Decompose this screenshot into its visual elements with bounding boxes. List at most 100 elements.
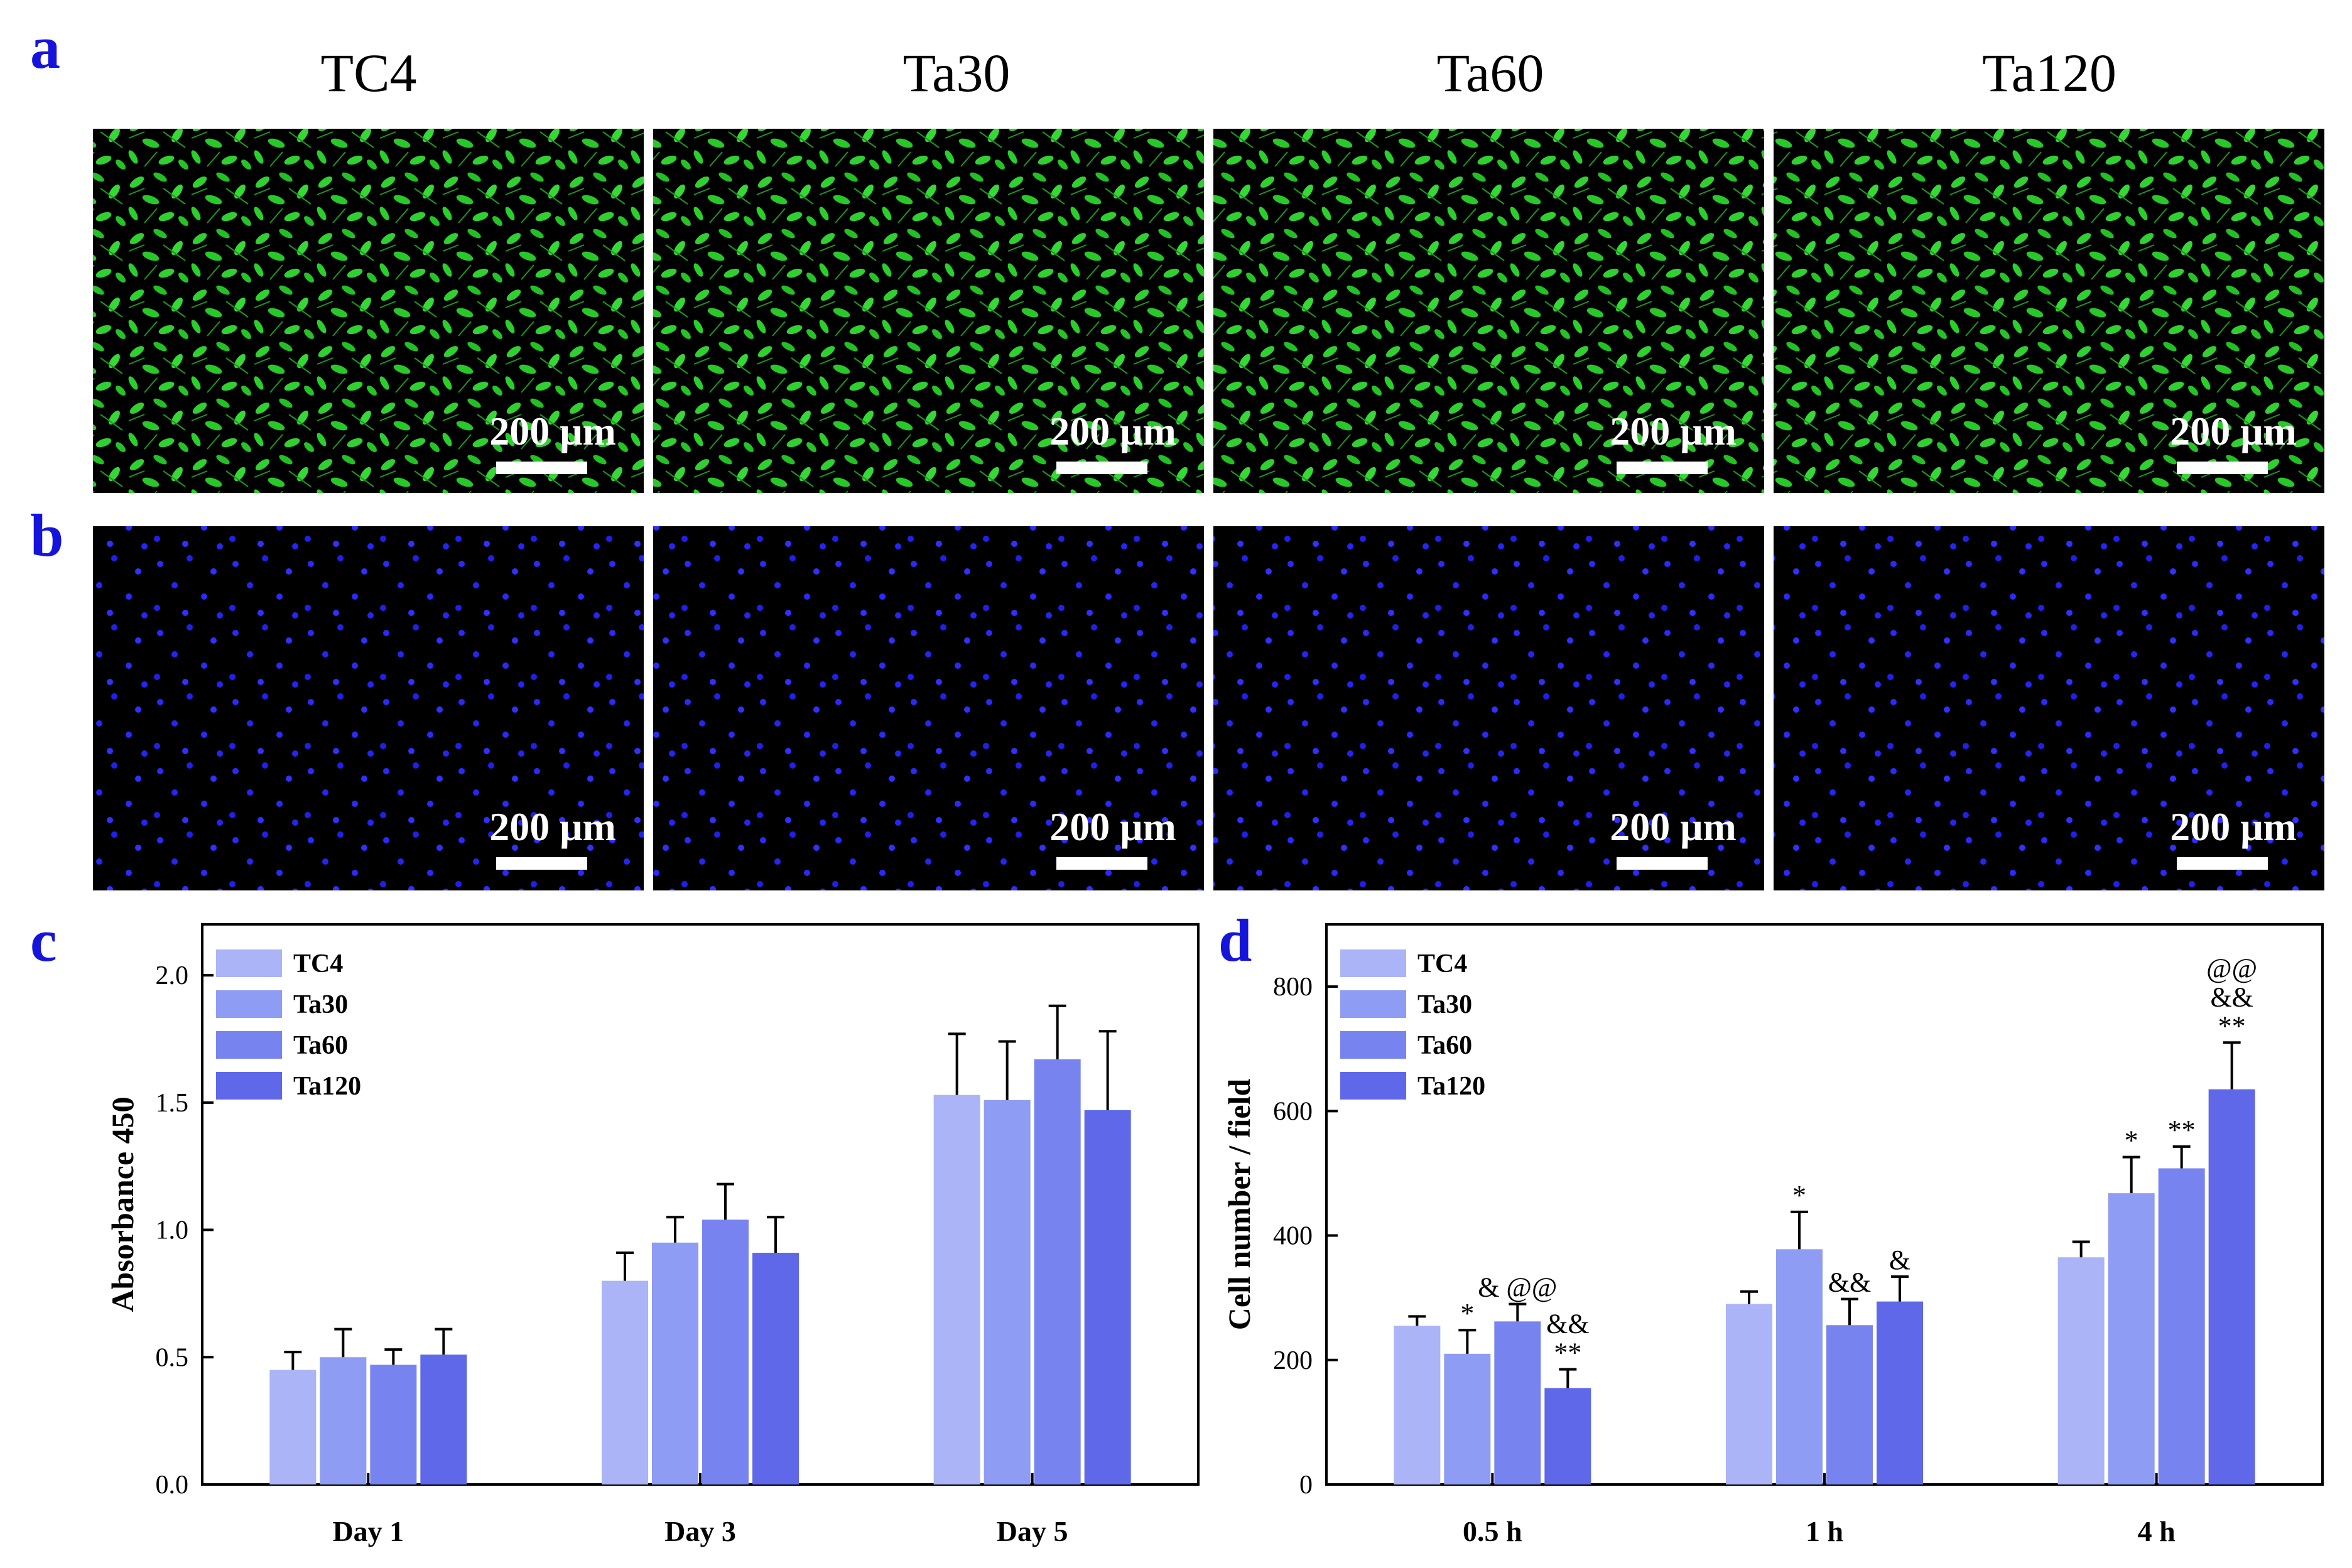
legend-label: Ta30: [293, 990, 348, 1019]
panel-letter-a: a: [30, 14, 60, 81]
column-title-ta60: Ta60: [1437, 43, 1544, 103]
bar: [1776, 1249, 1823, 1484]
live-cell-image-ta30: 200 μm: [653, 129, 1204, 493]
nuclei-image-ta30: 200 μm: [653, 526, 1204, 890]
legend-label: Ta120: [293, 1072, 361, 1101]
legend-label: Ta120: [1417, 1072, 1485, 1101]
y-tick-label: 800: [1273, 973, 1313, 1002]
significance-marker: @@: [2206, 953, 2257, 983]
y-tick-label: 600: [1273, 1097, 1313, 1126]
bar: [933, 1095, 980, 1484]
x-tick-label: 1 h: [1806, 1515, 1843, 1547]
cell-count-bar-chart: 0 200 400 600 800 Cell number / field 0.5 h 1 h…: [1222, 923, 2324, 1547]
bar: [1877, 1301, 1923, 1484]
bar: [752, 1253, 799, 1484]
legend-label: TC4: [1417, 949, 1467, 978]
calcein-fluorescence-image: [93, 129, 644, 493]
y-tick-label: 1.0: [156, 1216, 189, 1245]
y-tick-label: 0: [1299, 1471, 1313, 1500]
bar: [702, 1219, 749, 1484]
absorbance-bar-chart: 0.0 0.5 1.0 1.5 2.0 Absorbance 450 Day 1 Day 3 D…: [105, 923, 1200, 1547]
y-tick-label: 200: [1273, 1346, 1313, 1375]
bar: [652, 1242, 698, 1484]
significance-marker: & @@: [1478, 1272, 1557, 1303]
x-tick-label: Day 3: [664, 1515, 736, 1547]
live-cell-image-ta60: 200 μm: [1213, 129, 1764, 493]
nuclei-image-ta120: 200 μm: [1774, 526, 2324, 890]
bar: [420, 1354, 467, 1484]
significance-marker: &: [1889, 1245, 1910, 1275]
bar: [1034, 1059, 1081, 1484]
significance-marker: &&: [1828, 1267, 1871, 1298]
legend-label: Ta60: [1417, 1031, 1472, 1060]
dapi-nuclei-image: [93, 526, 644, 890]
y-tick-label: 0.5: [156, 1343, 189, 1372]
significance-marker: **: [2168, 1115, 2196, 1145]
bar: [1444, 1353, 1491, 1484]
live-cell-image-tc4: 200 μm: [93, 129, 644, 493]
scale-bar: [496, 462, 587, 474]
calcein-fluorescence-image: [1213, 129, 1764, 493]
significance-marker: **: [2218, 1010, 2246, 1041]
scale-bar: [1617, 857, 1708, 870]
bar: [320, 1357, 367, 1484]
scale-bar-label: 200 μm: [1610, 409, 1737, 453]
legend-swatch: [216, 990, 282, 1018]
scale-bar-label: 200 μm: [1049, 409, 1176, 453]
scale-bar-label: 200 μm: [1049, 804, 1176, 849]
y-tick-label: 0.0: [156, 1471, 189, 1500]
scale-bar-label: 200 μm: [2170, 804, 2297, 849]
bar: [602, 1280, 648, 1484]
scale-bar-label: 200 μm: [489, 409, 616, 453]
calcein-fluorescence-image: [653, 129, 1204, 493]
bar: [2158, 1168, 2205, 1484]
significance-marker: *: [1460, 1298, 1474, 1329]
bar: [2108, 1193, 2155, 1484]
bar: [1544, 1388, 1591, 1484]
legend-label: Ta30: [1417, 990, 1472, 1019]
legend-label: Ta60: [293, 1031, 348, 1060]
scale-bar-label: 200 μm: [489, 804, 616, 849]
significance-marker: &&: [2210, 981, 2253, 1012]
nuclei-image-ta60: 200 μm: [1213, 526, 1764, 890]
nuclei-image-tc4: 200 μm: [93, 526, 644, 890]
scale-bar-label: 200 μm: [1610, 804, 1737, 849]
x-tick-label: 4 h: [2138, 1515, 2176, 1547]
significance-marker: &&: [1546, 1309, 1589, 1339]
legend-swatch: [1340, 949, 1406, 977]
live-cell-image-row: 200 μm 200 μm 200 μm 200 μm: [93, 129, 2324, 493]
bar: [1084, 1110, 1131, 1484]
legend-swatch: [1340, 1031, 1406, 1059]
x-tick-label: Day 1: [332, 1515, 404, 1547]
y-tick-label: 1.5: [156, 1089, 189, 1118]
scale-bar: [496, 857, 587, 870]
column-title-tc4: TC4: [321, 43, 417, 103]
calcein-fluorescence-image: [1774, 129, 2324, 493]
legend-swatch: [1340, 1072, 1406, 1100]
y-tick-label: 2.0: [156, 961, 189, 990]
bar: [1826, 1325, 1873, 1484]
bar: [2208, 1089, 2255, 1484]
bar: [1494, 1321, 1541, 1484]
y-axis-label: Cell number / field: [1222, 1079, 1257, 1331]
bar: [269, 1370, 317, 1484]
scale-bar: [1617, 462, 1708, 474]
bar: [1394, 1326, 1441, 1484]
panel-letter-b: b: [30, 502, 63, 569]
legend-label: TC4: [293, 949, 343, 978]
legend-swatch: [1340, 990, 1406, 1018]
live-cell-image-ta120: 200 μm: [1774, 129, 2324, 493]
column-title-ta120: Ta120: [1982, 43, 2116, 103]
y-tick-label: 400: [1273, 1222, 1313, 1251]
legend-swatch: [216, 1031, 282, 1059]
bar: [370, 1365, 417, 1484]
x-tick-label: Day 5: [997, 1515, 1068, 1547]
scale-bar: [1056, 857, 1147, 870]
scale-bar: [2177, 857, 2268, 870]
dapi-nuclei-image: [653, 526, 1204, 890]
panel-letter-c: c: [30, 907, 57, 974]
legend-swatch: [216, 949, 282, 977]
dapi-nuclei-image: [1213, 526, 1764, 890]
scale-bar: [1056, 462, 1147, 474]
